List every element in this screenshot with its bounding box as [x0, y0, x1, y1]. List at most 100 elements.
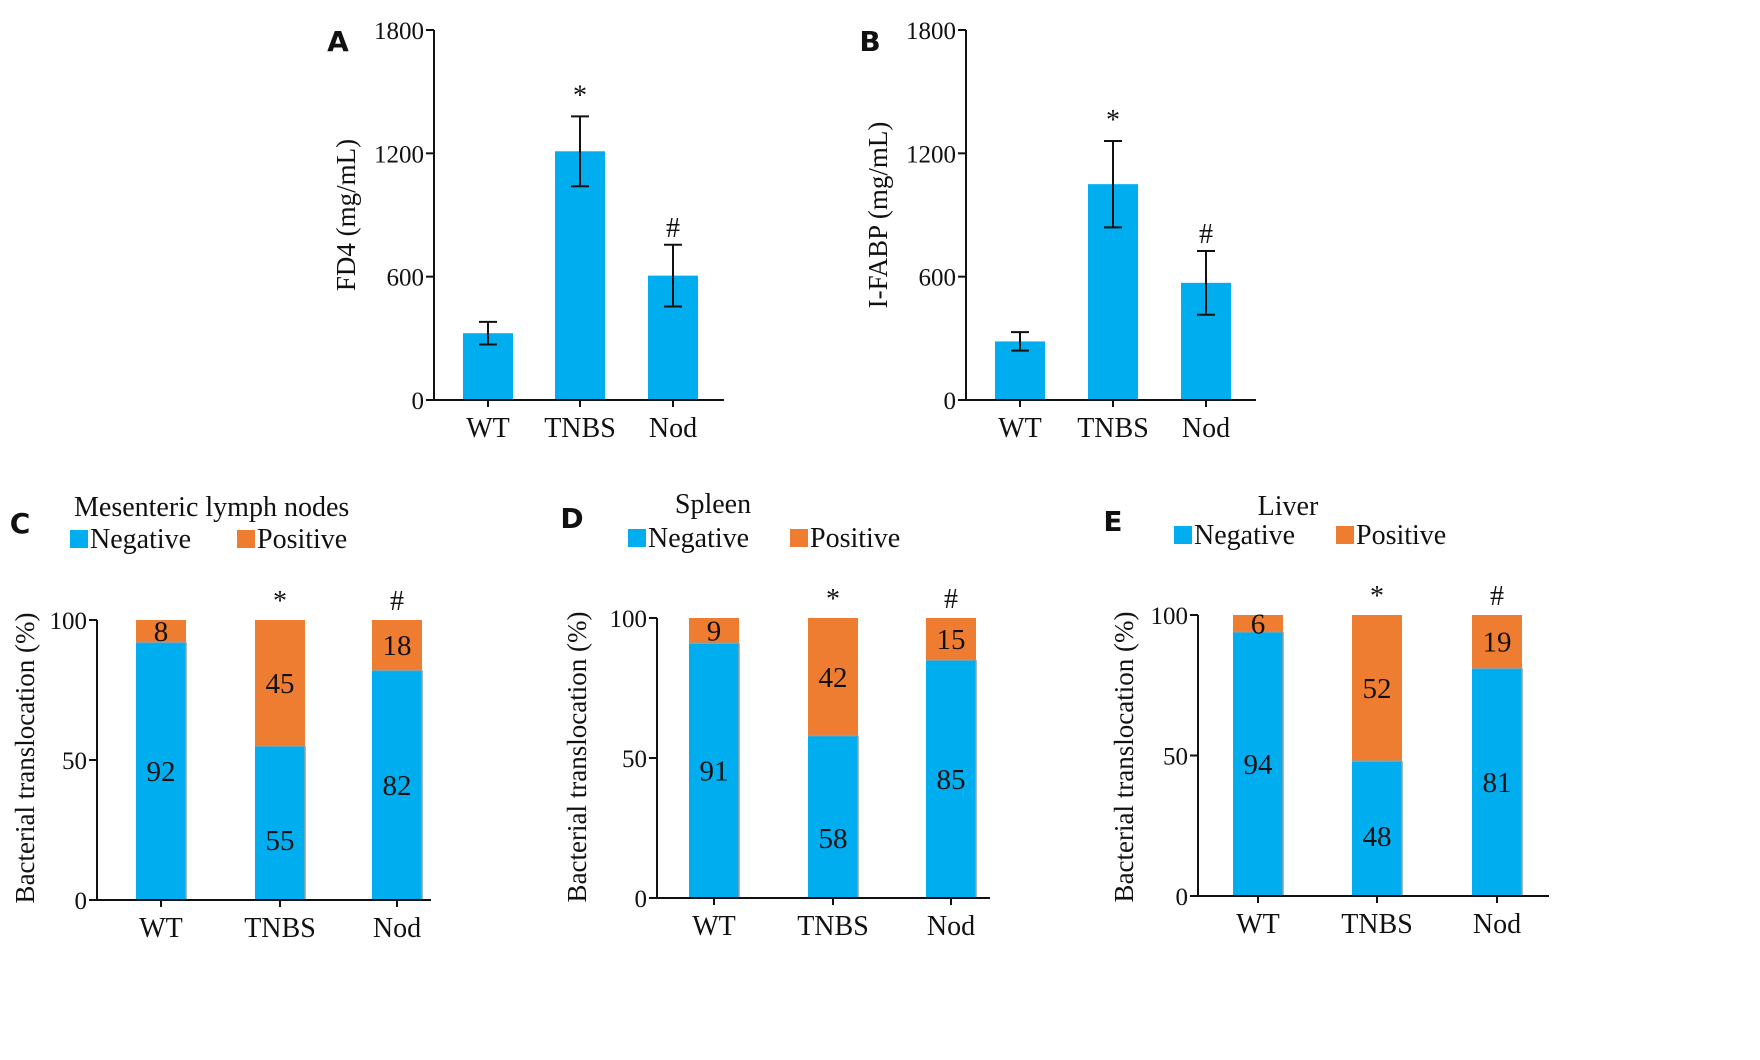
x-tick-label-nod: Nod	[649, 413, 697, 444]
x-tick-label-nod: Nod	[927, 911, 975, 942]
y-axis-title: FD4 (mg/mL)	[331, 139, 361, 291]
bar-negative-nod	[926, 660, 976, 898]
panel-letter: B	[859, 25, 880, 58]
data-label-positive: 9	[707, 616, 722, 648]
significance-marker: #	[1199, 219, 1213, 250]
bar-negative-wt	[689, 643, 739, 898]
bar-negative-tnbs	[1352, 761, 1402, 896]
bar-positive-tnbs	[1352, 615, 1402, 762]
significance-marker: *	[1370, 581, 1384, 612]
data-label-positive: 42	[819, 662, 848, 694]
y-tick-label: 1200	[374, 141, 424, 168]
bar-positive-nod	[372, 620, 422, 671]
y-tick-label: 100	[610, 606, 648, 633]
bar-negative-wt	[1233, 631, 1283, 896]
legend-label-negative: Negative	[648, 523, 749, 554]
bar-positive-nod	[1472, 615, 1522, 669]
bar-tnbs	[555, 151, 605, 400]
y-tick-label: 0	[412, 388, 425, 415]
x-tick-label-tnbs: TNBS	[1341, 909, 1413, 940]
y-axis-title: Bacterial translocation (%)	[562, 612, 592, 903]
y-tick-label: 50	[622, 746, 647, 773]
legend-swatch-positive	[790, 529, 808, 547]
y-axis-title: Bacterial translocation (%)	[1109, 612, 1139, 903]
panel-letter: A	[327, 25, 349, 58]
data-label-negative: 81	[1483, 767, 1512, 799]
data-label-negative: 92	[147, 756, 176, 788]
significance-marker: #	[1490, 581, 1504, 612]
x-tick-label-wt: WT	[139, 913, 183, 944]
y-tick-label: 100	[1151, 603, 1189, 630]
y-tick-label: 0	[1176, 884, 1189, 911]
significance-marker: *	[1106, 105, 1120, 136]
x-tick-label-tnbs: TNBS	[544, 413, 616, 444]
legend-swatch-positive	[1336, 526, 1354, 544]
x-tick-label-wt: WT	[466, 413, 510, 444]
panel-title: Mesenteric lymph nodes	[74, 492, 349, 523]
y-tick-label: 1800	[374, 18, 424, 45]
legend-label-positive: Positive	[1356, 520, 1446, 551]
bar-negative-nod	[372, 670, 422, 900]
bar-negative-tnbs	[808, 735, 858, 898]
data-label-positive: 15	[937, 624, 966, 656]
bar-negative-nod	[1472, 668, 1522, 896]
bar-positive-tnbs	[808, 618, 858, 736]
legend-label-positive: Positive	[810, 523, 900, 554]
x-tick-label-nod: Nod	[1473, 909, 1521, 940]
data-label-positive: 18	[383, 630, 412, 662]
bar-positive-wt	[689, 618, 739, 644]
x-tick-label-wt: WT	[1236, 909, 1280, 940]
x-tick-label-tnbs: TNBS	[244, 913, 316, 944]
panel-letter: C	[10, 507, 31, 540]
panel-a: A FD4 (mg/mL) * #0 600 1200 1800 WT TNBS Nod	[327, 18, 724, 444]
y-tick-label: 600	[919, 265, 957, 292]
legend-swatch-negative	[70, 530, 88, 548]
bar-positive-nod	[926, 618, 976, 660]
x-tick-label-wt: WT	[998, 413, 1042, 444]
x-tick-label-wt: WT	[692, 911, 736, 942]
significance-marker: #	[944, 584, 958, 615]
y-tick-label: 50	[62, 748, 87, 775]
panel-letter: D	[560, 502, 583, 535]
data-label-negative: 55	[266, 825, 295, 857]
legend-label-negative: Negative	[90, 524, 191, 555]
data-label-positive: 52	[1363, 673, 1392, 705]
bar-positive-wt	[1233, 615, 1283, 632]
y-tick-label: 50	[1163, 744, 1188, 771]
y-axis-title: I-FABP (mg/mL)	[863, 122, 893, 309]
legend-label-negative: Negative	[1194, 520, 1295, 551]
data-label-negative: 91	[700, 756, 729, 788]
data-label-positive: 8	[154, 616, 169, 648]
significance-marker: *	[826, 584, 840, 615]
bar-negative-tnbs	[255, 746, 305, 900]
data-label-positive: 6	[1251, 608, 1266, 640]
panel-title: Spleen	[675, 489, 751, 520]
data-label-positive: 45	[266, 668, 295, 700]
y-tick-label: 0	[75, 888, 88, 915]
y-tick-label: 1800	[906, 18, 956, 45]
y-tick-label: 1200	[906, 141, 956, 168]
data-label-negative: 82	[383, 770, 412, 802]
data-label-negative: 48	[1363, 821, 1392, 853]
data-label-negative: 94	[1244, 749, 1274, 781]
y-tick-label: 0	[944, 388, 957, 415]
data-label-negative: 85	[937, 764, 966, 796]
significance-marker: *	[573, 80, 587, 111]
significance-marker: *	[273, 586, 287, 617]
data-label-positive: 19	[1483, 627, 1512, 659]
x-tick-label-nod: Nod	[373, 913, 421, 944]
y-tick-label: 600	[387, 265, 425, 292]
panel-b: B I-FABP (mg/mL) * #0 600 1200 1800 WT TNBS Nod	[859, 18, 1256, 444]
bar-positive-tnbs	[255, 620, 305, 746]
data-label-negative: 58	[819, 823, 848, 855]
y-tick-label: 0	[635, 886, 648, 913]
significance-marker: #	[666, 213, 680, 244]
legend-swatch-positive	[237, 530, 255, 548]
legend-label-positive: Positive	[257, 524, 347, 555]
y-tick-label: 100	[50, 608, 88, 635]
significance-marker: #	[390, 586, 404, 617]
legend-swatch-negative	[1174, 526, 1192, 544]
